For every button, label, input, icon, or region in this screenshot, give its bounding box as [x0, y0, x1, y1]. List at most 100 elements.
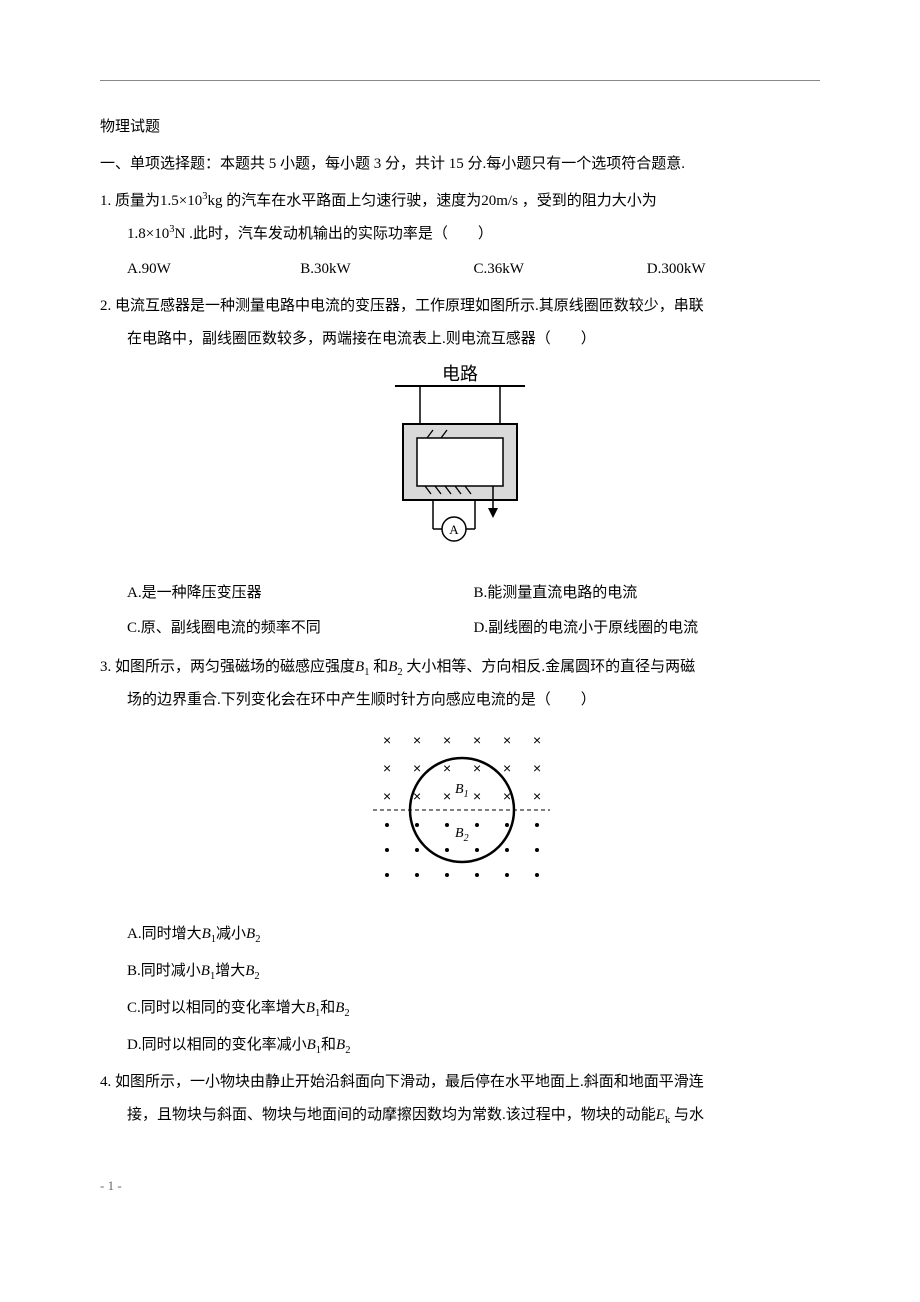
svg-text:×: × [383, 788, 391, 804]
q1-mass-coeff: 1.5 [160, 193, 179, 209]
q3-c-mid: 和 [320, 1000, 335, 1016]
section-text: 本题共 5 小题，每小题 3 分，共计 15 分.每小题只有一个选项符合题意. [220, 156, 685, 172]
q3-b-b2: B [245, 963, 254, 979]
svg-text:×: × [533, 760, 541, 776]
q4-text-1: 如图所示，一小物块由静止开始沿斜面向下滑动，最后停在水平地面上.斜面和地面平滑连 [115, 1074, 704, 1090]
section-instructions: 一、单项选择题：本题共 5 小题，每小题 3 分，共计 15 分.每小题只有一个… [100, 148, 820, 181]
q2-option-d-val: 副线圈的电流小于原线圈的电流 [488, 620, 698, 636]
q1-force-unit: N [174, 226, 185, 242]
q3-text-post: 大小相等、方向相反.金属圆环的直径与两磁 [406, 659, 695, 675]
transformer-icon: 电路 A [375, 364, 545, 554]
fig-b1: B1 [455, 782, 469, 800]
q2-option-c-val: 原、副线圈电流的频率不同 [141, 620, 321, 636]
q1-mass: 1.5×103kg [160, 193, 222, 209]
q3-b-s2: 2 [254, 971, 259, 982]
q3-c-b1: B [306, 1000, 315, 1016]
q2-option-b-val: 能测量直流电路的电流 [487, 585, 637, 601]
q3-figure: ×××××× ×××××× ×××××× B1 B2 [100, 725, 820, 908]
q1-option-c: C.36kW [474, 253, 647, 286]
q3-d-pre: 同时以相同的变化率减小 [142, 1037, 307, 1053]
q1-option-a-val: 90W [142, 261, 171, 277]
question-4: 4. 如图所示，一小物块由静止开始沿斜面向下滑动，最后停在水平地面上.斜面和地面… [100, 1066, 820, 1132]
q3-b2-sub: 2 [397, 667, 402, 678]
q1-option-c-val: 36kW [487, 261, 524, 277]
q3-c-s2: 2 [344, 1008, 349, 1019]
q4-ek-sym: E [656, 1107, 665, 1123]
svg-text:×: × [473, 732, 481, 748]
svg-text:×: × [443, 732, 451, 748]
q1-option-b: B.30kW [300, 253, 473, 286]
q1-option-d: D.300kW [647, 253, 820, 286]
svg-text:×: × [383, 760, 391, 776]
svg-text:×: × [473, 788, 481, 804]
section-label: 一、单项选择题： [100, 156, 220, 172]
q2-figure: 电路 A [100, 364, 820, 567]
q4-stem-line2: 接，且物块与斜面、物块与地面间的动摩擦因数均为常数.该过程中，物块的动能Ek 与… [100, 1099, 820, 1132]
q4-stem-line1: 4. 如图所示，一小物块由静止开始沿斜面向下滑动，最后停在水平地面上.斜面和地面… [100, 1066, 820, 1099]
q1-text-b: .此时，汽车发动机输出的实际功率是（ ） [189, 226, 493, 242]
q2-option-a-val: 是一种降压变压器 [142, 585, 262, 601]
question-2: 2. 电流互感器是一种测量电路中电流的变压器，工作原理如图所示.其原线圈匝数较少… [100, 290, 820, 647]
q3-stem-line1: 3. 如图所示，两匀强磁场的磁感应强度B1 和B2 大小相等、方向相反.金属圆环… [100, 651, 820, 684]
q3-option-c: C.同时以相同的变化率增大B1和B2 [127, 992, 820, 1025]
question-1: 1. 质量为1.5×103kg 的汽车在水平路面上匀速行驶，速度为20m/s ，… [100, 185, 820, 286]
q3-options: A.同时增大B1减小B2 B.同时减小B1增大B2 C.同时以相同的变化率增大B… [100, 918, 820, 1062]
magnetic-ring-icon: ×××××× ×××××× ×××××× B1 B2 [355, 725, 565, 895]
svg-text:×: × [383, 732, 391, 748]
q3-option-a: A.同时增大B1减小B2 [127, 918, 820, 951]
q1-options: A.90W B.30kW C.36kW D.300kW [100, 253, 820, 286]
q3-b-b1: B [201, 963, 210, 979]
q3-d-b1: B [307, 1037, 316, 1053]
q3-a-b1: B [202, 926, 211, 942]
q4-ek-sub: k [665, 1115, 670, 1126]
q2-option-c: C.原、副线圈电流的频率不同 [127, 612, 474, 645]
q1-option-b-val: 30kW [314, 261, 351, 277]
fig-circuit-label: 电路 [442, 364, 478, 384]
svg-text:×: × [503, 732, 511, 748]
q1-force-coeff: 1.8 [127, 226, 146, 242]
q3-option-b: B.同时减小B1增大B2 [127, 955, 820, 988]
q1-option-d-val: 300kW [661, 261, 705, 277]
svg-text:×: × [413, 760, 421, 776]
top-rule [100, 80, 820, 81]
q3-option-d: D.同时以相同的变化率减小B1和B2 [127, 1029, 820, 1062]
q3-stem-line2: 场的边界重合.下列变化会在环中产生顺时针方向感应电流的是（ ） [100, 684, 820, 717]
ammeter-label: A [449, 522, 459, 537]
q3-a-b2: B [246, 926, 255, 942]
q2-number: 2. [100, 298, 111, 314]
svg-text:×: × [443, 788, 451, 804]
q3-b2-sym: B [388, 659, 397, 675]
q3-text-mid: 和 [373, 659, 388, 675]
q1-text-a-pre: 质量为 [115, 193, 160, 209]
q1-option-a: A.90W [127, 253, 300, 286]
q1-text-a-post: ，受到的阻力大小为 [522, 193, 657, 209]
q3-d-mid: 和 [321, 1037, 336, 1053]
q1-stem-line1: 1. 质量为1.5×103kg 的汽车在水平路面上匀速行驶，速度为20m/s ，… [100, 185, 820, 218]
q2-options: A.是一种降压变压器 B.能测量直流电路的电流 C.原、副线圈电流的频率不同 D… [100, 577, 820, 647]
fig-b2: B2 [455, 826, 469, 844]
q1-speed: 20m/s [481, 193, 518, 209]
q3-b1-sub: 1 [364, 667, 369, 678]
svg-text:×: × [503, 760, 511, 776]
q2-stem-line2: 在电路中，副线圈匝数较多，两端接在电流表上.则电流互感器（ ） [100, 323, 820, 356]
q2-option-d: D.副线圈的电流小于原线圈的电流 [474, 612, 821, 645]
q3-b1-sym: B [355, 659, 364, 675]
q3-d-b2: B [336, 1037, 345, 1053]
q3-text-pre: 如图所示，两匀强磁场的磁感应强度 [115, 659, 355, 675]
q2-text-1: 电流互感器是一种测量电路中电流的变压器，工作原理如图所示.其原线圈匝数较少，串联 [115, 298, 704, 314]
q4-text-2-pre: 接，且物块与斜面、物块与地面间的动摩擦因数均为常数.该过程中，物块的动能 [127, 1107, 656, 1123]
q1-text-a-mid: 的汽车在水平路面上匀速行驶，速度为 [226, 193, 481, 209]
q1-force: 1.8×103N [127, 226, 185, 242]
svg-text:×: × [533, 788, 541, 804]
q3-number: 3. [100, 659, 111, 675]
svg-text:×: × [413, 732, 421, 748]
page-number: - 1 - [100, 1172, 820, 1201]
q4-number: 4. [100, 1074, 111, 1090]
q3-a-pre: 同时增大 [142, 926, 202, 942]
q3-a-mid: 减小 [216, 926, 246, 942]
q3-d-s2: 2 [345, 1045, 350, 1056]
exam-title: 物理试题 [100, 111, 820, 144]
q2-stem-line1: 2. 电流互感器是一种测量电路中电流的变压器，工作原理如图所示.其原线圈匝数较少… [100, 290, 820, 323]
q2-option-b: B.能测量直流电路的电流 [474, 577, 821, 610]
q3-c-b2: B [335, 1000, 344, 1016]
